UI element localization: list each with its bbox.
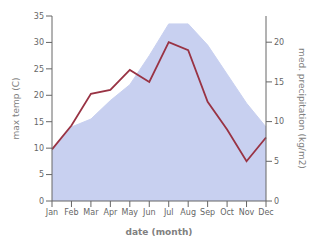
svg-text:15: 15 (34, 118, 44, 127)
svg-text:Jun: Jun (142, 208, 156, 217)
svg-text:20: 20 (34, 91, 44, 100)
svg-text:Apr: Apr (103, 208, 118, 217)
svg-text:Jul: Jul (163, 208, 174, 217)
svg-text:0: 0 (39, 197, 44, 206)
svg-text:5: 5 (39, 170, 44, 179)
svg-text:30: 30 (34, 38, 44, 47)
svg-text:Sep: Sep (200, 208, 215, 217)
svg-text:max temp (C): max temp (C) (11, 77, 21, 139)
svg-text:med. precipitation (kg/m2): med. precipitation (kg/m2) (297, 48, 307, 169)
svg-text:0: 0 (274, 197, 279, 206)
svg-text:Mar: Mar (83, 208, 99, 217)
svg-text:Nov: Nov (239, 208, 255, 217)
svg-text:10: 10 (274, 117, 284, 126)
svg-text:10: 10 (34, 144, 44, 153)
svg-text:15: 15 (274, 78, 284, 87)
svg-text:Oct: Oct (220, 208, 234, 217)
svg-text:35: 35 (34, 12, 44, 21)
svg-text:Jan: Jan (45, 208, 58, 217)
svg-text:5: 5 (274, 157, 279, 166)
svg-text:date (month): date (month) (126, 227, 193, 237)
svg-text:Aug: Aug (180, 208, 196, 217)
svg-text:Dec: Dec (258, 208, 273, 217)
svg-text:Feb: Feb (64, 208, 78, 217)
svg-text:20: 20 (274, 38, 284, 47)
svg-text:May: May (122, 208, 139, 217)
svg-text:25: 25 (34, 65, 44, 74)
